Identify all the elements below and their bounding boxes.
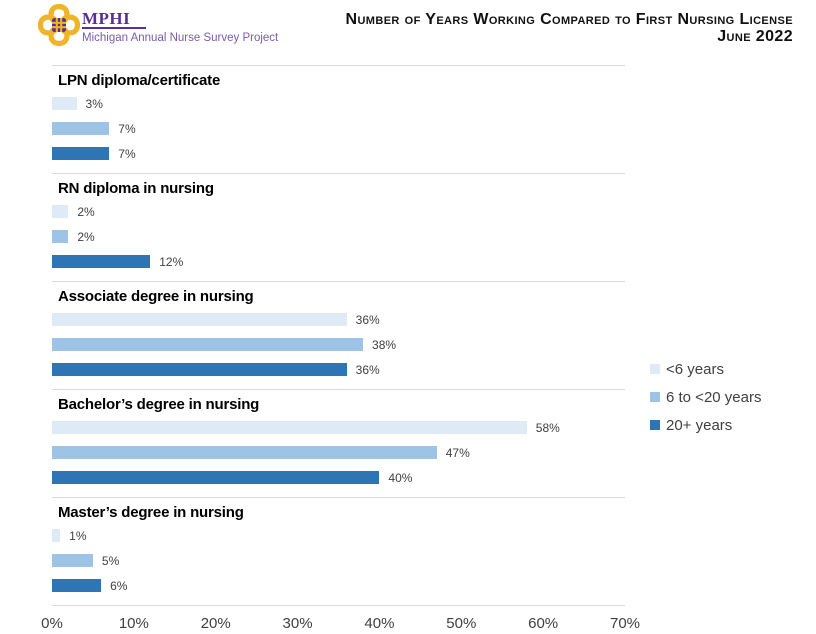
legend-swatch bbox=[650, 392, 660, 402]
bar-row: 40% bbox=[52, 470, 625, 485]
group-rn-diploma: RN diploma in nursing 2% 2% 12% bbox=[52, 173, 625, 281]
group-label: Bachelor’s degree in nursing bbox=[58, 396, 260, 413]
x-tick: 40% bbox=[364, 615, 395, 632]
bar-row: 36% bbox=[52, 312, 625, 327]
bar-row: 58% bbox=[52, 420, 625, 435]
bar-row: 5% bbox=[52, 553, 625, 568]
group-label: LPN diploma/certificate bbox=[58, 72, 221, 89]
bar-value: 36% bbox=[355, 362, 380, 377]
bar-value: 36% bbox=[355, 312, 380, 327]
legend-swatch bbox=[650, 420, 660, 430]
bar-value: 38% bbox=[372, 337, 397, 352]
bar-6to20-years bbox=[52, 554, 93, 567]
title-line1: Number of Years Working Compared to Firs… bbox=[345, 11, 793, 28]
bar-value: 1% bbox=[69, 528, 87, 543]
legend-label: 20+ years bbox=[666, 416, 733, 434]
bar-20plus-years bbox=[52, 363, 347, 376]
logo-text: MPHI Michigan Annual Nurse Survey Projec… bbox=[82, 3, 278, 47]
x-tick: 60% bbox=[528, 615, 559, 632]
chart-title: Number of Years Working Compared to Firs… bbox=[345, 12, 793, 45]
bar-value: 7% bbox=[118, 121, 136, 136]
header: MPHI Michigan Annual Nurse Survey Projec… bbox=[0, 0, 816, 65]
bar-value: 5% bbox=[101, 553, 120, 568]
bar-6to20-years bbox=[52, 230, 69, 243]
bar-row: 12% bbox=[52, 254, 625, 269]
group-associate-degree: Associate degree in nursing 36% 38% 36% bbox=[52, 281, 625, 389]
legend-item-6to20-years: 6 to <20 years bbox=[650, 388, 761, 406]
group-label: RN diploma in nursing bbox=[58, 180, 214, 197]
group-bachelors-degree: Bachelor’s degree in nursing 58% 47% 40% bbox=[52, 389, 625, 497]
legend-label: <6 years bbox=[666, 360, 724, 378]
bar-lt6-years bbox=[52, 205, 69, 218]
mphi-logo: MPHI Michigan Annual Nurse Survey Projec… bbox=[38, 3, 278, 47]
group-masters-degree: Master’s degree in nursing 1% 5% 6% bbox=[52, 497, 625, 605]
bar-value: 2% bbox=[77, 204, 95, 219]
bar-6to20-years bbox=[52, 338, 364, 351]
group-label: Associate degree in nursing bbox=[58, 288, 254, 305]
bar-20plus-years bbox=[52, 579, 102, 592]
bar-row: 1% bbox=[52, 528, 625, 543]
bar-row: 2% bbox=[52, 204, 625, 219]
bar-value: 12% bbox=[159, 254, 184, 269]
legend-swatch bbox=[650, 364, 660, 374]
bar-lt6-years bbox=[52, 97, 77, 110]
group-label: Master’s degree in nursing bbox=[58, 504, 244, 521]
x-tick: 20% bbox=[200, 615, 231, 632]
bar-value: 47% bbox=[445, 445, 470, 460]
x-tick: 10% bbox=[118, 615, 149, 632]
bar-row: 3% bbox=[52, 96, 625, 111]
legend-item-lt6-years: <6 years bbox=[650, 360, 761, 378]
bar-chart: LPN diploma/certificate 3% 7% 7% RN dipl… bbox=[0, 65, 816, 634]
bar-lt6-years bbox=[52, 313, 347, 326]
bar-20plus-years bbox=[52, 147, 110, 160]
bar-lt6-years bbox=[52, 529, 61, 542]
x-tick: 0% bbox=[41, 615, 63, 632]
x-tick: 30% bbox=[282, 615, 313, 632]
x-tick: 70% bbox=[609, 615, 641, 632]
bar-20plus-years bbox=[52, 255, 151, 268]
bar-row: 47% bbox=[52, 445, 625, 460]
x-axis: 0% 10% 20% 30% 40% 50% 60% 70% bbox=[41, 606, 640, 634]
bar-value: 6% bbox=[110, 578, 128, 593]
bar-6to20-years bbox=[52, 446, 437, 459]
bar-row: 2% bbox=[52, 229, 625, 244]
bar-row: 38% bbox=[52, 337, 625, 352]
mphi-knot-icon bbox=[38, 4, 80, 46]
bar-value: 7% bbox=[118, 146, 136, 161]
bar-6to20-years bbox=[52, 122, 110, 135]
group-lpn-diploma: LPN diploma/certificate 3% 7% 7% bbox=[52, 65, 625, 173]
legend: <6 years 6 to <20 years 20+ years bbox=[650, 360, 761, 444]
x-tick: 50% bbox=[446, 615, 477, 632]
bar-lt6-years bbox=[52, 421, 527, 434]
bar-value: 40% bbox=[388, 470, 413, 485]
bar-row: 36% bbox=[52, 362, 625, 377]
bar-row: 7% bbox=[52, 146, 625, 161]
bar-20plus-years bbox=[52, 471, 380, 484]
legend-label: 6 to <20 years bbox=[666, 388, 762, 406]
title-line2: June 2022 bbox=[717, 28, 793, 45]
plot-area: LPN diploma/certificate 3% 7% 7% RN dipl… bbox=[52, 65, 625, 606]
bar-row: 6% bbox=[52, 578, 625, 593]
logo-subtitle: Michigan Annual Nurse Survey Project bbox=[82, 32, 279, 44]
bar-value: 58% bbox=[535, 420, 560, 435]
bar-value: 2% bbox=[77, 229, 95, 244]
bar-value: 3% bbox=[85, 96, 103, 111]
logo-acronym: MPHI bbox=[82, 10, 147, 29]
legend-item-20plus-years: 20+ years bbox=[650, 416, 761, 434]
bar-row: 7% bbox=[52, 121, 625, 136]
